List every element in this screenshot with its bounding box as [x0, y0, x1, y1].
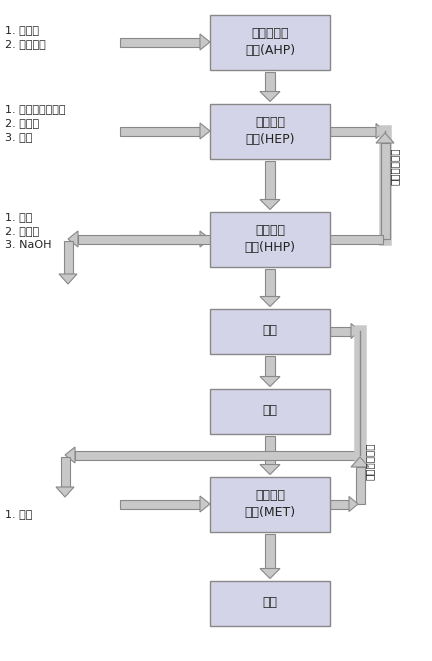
Polygon shape [260, 377, 280, 387]
Polygon shape [351, 323, 360, 338]
Bar [330, 126, 376, 136]
Bar [120, 235, 200, 243]
Text: 1. 苯甲酰甲酸甲酯
2. 浓硫酸
3. 甲醇: 1. 苯甲酰甲酸甲酯 2. 浓硫酸 3. 甲醇 [5, 104, 66, 142]
Text: 丁醇回收套用: 丁醇回收套用 [365, 442, 375, 479]
Bar [265, 161, 275, 200]
Polygon shape [376, 124, 385, 139]
Bar [381, 143, 390, 239]
Bar [75, 451, 360, 459]
Bar [210, 477, 330, 531]
Text: 干燥: 干燥 [263, 596, 277, 609]
Bar [210, 389, 330, 434]
Text: 苯嗪草酮
合成(MET): 苯嗪草酮 合成(MET) [245, 489, 295, 519]
Polygon shape [260, 568, 280, 578]
Bar [120, 500, 200, 508]
Polygon shape [376, 133, 394, 143]
Polygon shape [260, 91, 280, 102]
Bar [60, 457, 70, 487]
Text: 乙酰水合肼
合成(AHP): 乙酰水合肼 合成(AHP) [245, 27, 295, 57]
Polygon shape [260, 465, 280, 475]
Polygon shape [65, 447, 75, 463]
Bar [265, 268, 275, 297]
Bar [78, 235, 383, 243]
Polygon shape [56, 487, 74, 497]
Polygon shape [200, 34, 210, 50]
Bar [330, 327, 351, 336]
Bar [210, 580, 330, 625]
Bar [210, 212, 330, 266]
Polygon shape [260, 297, 280, 307]
Bar [265, 533, 275, 568]
Polygon shape [349, 496, 358, 512]
Polygon shape [200, 496, 210, 512]
Text: 水合肼酯
合成(HEP): 水合肼酯 合成(HEP) [245, 116, 295, 145]
Bar [210, 104, 330, 159]
Polygon shape [351, 457, 369, 467]
Polygon shape [260, 200, 280, 210]
Bar [330, 500, 349, 508]
Polygon shape [68, 231, 78, 247]
Polygon shape [200, 231, 210, 247]
Polygon shape [59, 274, 77, 284]
Bar [210, 15, 330, 69]
Text: 甲醇回收套用: 甲醇回收套用 [390, 147, 400, 185]
Polygon shape [200, 123, 210, 139]
Text: 1. 水合肼
2. 醋酸甲酯: 1. 水合肼 2. 醋酸甲酯 [5, 25, 46, 49]
Bar [265, 71, 275, 91]
Text: 干燥: 干燥 [263, 405, 277, 418]
Bar [210, 309, 330, 354]
Text: 苯甲酰肼
合成(HHP): 苯甲酰肼 合成(HHP) [245, 224, 295, 254]
Text: 过滤: 过滤 [263, 325, 277, 338]
Bar [265, 436, 275, 465]
Text: 1. 甲醇
2. 水合肼
3. NaOH: 1. 甲醇 2. 水合肼 3. NaOH [5, 212, 51, 250]
Bar [120, 38, 200, 46]
Text: 1. 丁醇: 1. 丁醇 [5, 509, 32, 519]
Bar [265, 356, 275, 377]
Bar [120, 126, 200, 136]
Bar [64, 241, 73, 274]
Bar [356, 467, 365, 504]
